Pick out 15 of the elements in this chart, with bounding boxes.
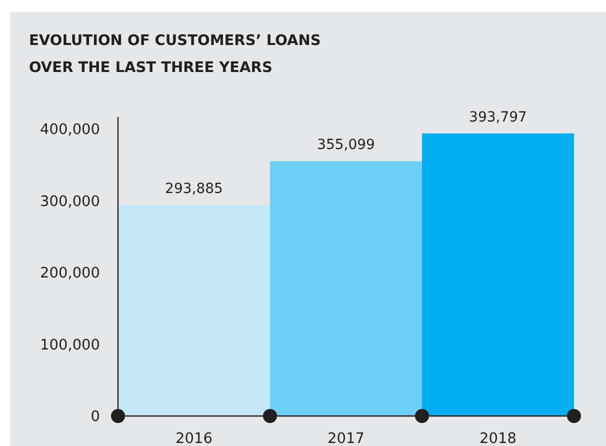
y-tick-label: 0 [90, 409, 100, 426]
x-tick-label: 2018 [480, 431, 516, 446]
y-tick-label: 200,000 [40, 266, 100, 282]
bar [270, 161, 422, 416]
bar [422, 133, 574, 416]
x-tick-label: 2017 [328, 431, 364, 446]
chart-title: EVOLUTION OF CUSTOMERS’ LOANS OVER THE LAST THREE YEARS [29, 33, 321, 76]
data-label: 393,797 [469, 109, 527, 126]
y-tick-label: 300,000 [40, 194, 100, 210]
bar [118, 205, 270, 416]
data-label: 355,099 [317, 137, 375, 154]
data-label: 293,885 [165, 181, 223, 198]
y-tick-label: 400,000 [40, 122, 100, 138]
x-tick-label: 2016 [176, 431, 212, 446]
y-tick-label: 100,000 [40, 337, 100, 354]
